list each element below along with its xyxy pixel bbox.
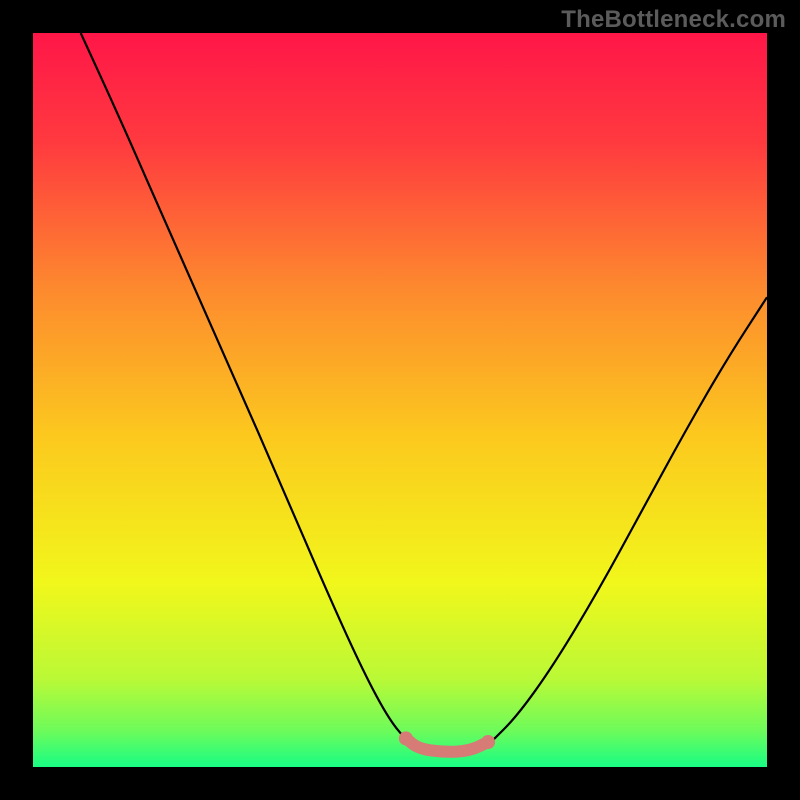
valley-marker-dot-right bbox=[481, 735, 495, 749]
valley-marker-path bbox=[406, 738, 488, 751]
watermark-text: TheBottleneck.com bbox=[561, 6, 786, 34]
plot-area bbox=[33, 33, 767, 767]
valley-marker-dot-left bbox=[399, 731, 413, 745]
chart-frame: TheBottleneck.com bbox=[0, 0, 800, 800]
curve-left-branch bbox=[81, 33, 408, 741]
bottleneck-curve bbox=[33, 33, 767, 767]
curve-right-branch bbox=[492, 297, 767, 741]
